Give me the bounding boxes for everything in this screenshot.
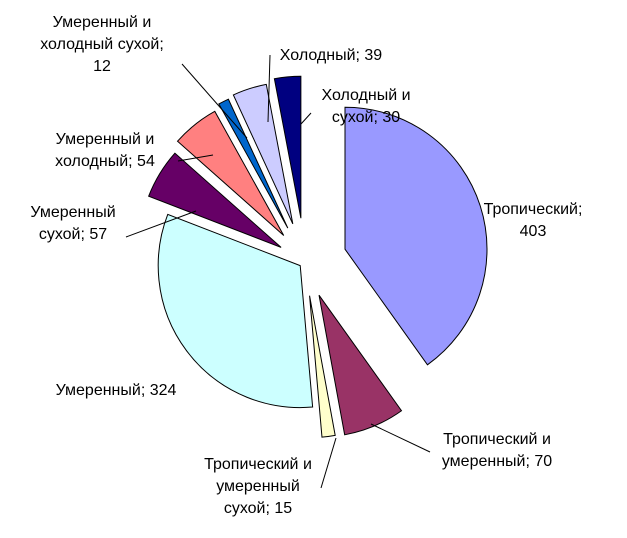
pie-slice-3	[157, 213, 314, 409]
pie-slice-5	[176, 110, 285, 236]
slice-label-4-line-1: сухой; 57	[39, 226, 107, 243]
slice-label-1-line-0: Тропический и	[443, 431, 551, 448]
pie-slice-6	[218, 98, 289, 229]
pie-slice-0	[344, 106, 488, 366]
slice-label-3: Умеренный; 324	[56, 382, 177, 399]
leader-line-7	[267, 54, 271, 123]
slice-label-5-line-1: холодный; 54	[55, 153, 155, 170]
leader-lines-layer	[125, 54, 431, 489]
slice-label-6: Умеренный и холодный сухой; 12	[40, 14, 164, 75]
slice-label-0-line-0: Тропический;	[484, 201, 583, 218]
slice-label-0-line-1: 403	[520, 223, 547, 240]
slice-label-0: Тропический; 403	[484, 201, 583, 240]
slice-label-7: Холодный; 39	[280, 47, 383, 64]
slice-label-1: Тропический и умеренный; 70	[442, 431, 552, 470]
slice-label-6-line-2: 12	[93, 58, 111, 75]
slice-label-5-line-0: Умеренный и	[56, 131, 155, 148]
slice-label-8: Холодный и сухой; 30	[321, 87, 410, 126]
labels-layer: Тропический; 403 Тропический и умеренный; 7…	[30, 14, 582, 517]
slice-label-2-line-0: Тропический и	[204, 456, 312, 473]
slice-label-2-line-1: умеренный	[216, 478, 300, 495]
slice-label-4: Умеренный сухой; 57	[30, 204, 115, 243]
leader-line-8	[300, 112, 312, 125]
slice-label-6-line-0: Умеренный и	[53, 14, 152, 31]
slice-label-5: Умеренный и холодный; 54	[55, 131, 155, 170]
leader-line-1	[370, 423, 431, 453]
slices-layer	[148, 75, 488, 438]
leader-line-4	[125, 210, 197, 238]
slice-label-2-line-2: сухой; 15	[224, 500, 292, 517]
pie-slice-4	[148, 152, 282, 248]
slice-label-8-line-0: Холодный и	[321, 87, 410, 104]
pie-slice-2	[309, 295, 336, 438]
leader-line-6	[181, 63, 248, 139]
slice-label-3-line-0: Умеренный; 324	[56, 382, 177, 399]
slice-label-2: Тропический и умеренный сухой; 15	[204, 456, 312, 517]
pie-slice-8	[273, 75, 302, 219]
leader-line-5	[177, 154, 214, 162]
leader-line-2	[320, 437, 337, 489]
pie-slice-7	[232, 83, 294, 225]
slice-label-1-line-1: умеренный; 70	[442, 453, 552, 470]
slice-label-8-line-1: сухой; 30	[332, 109, 400, 126]
slice-label-4-line-0: Умеренный	[30, 204, 115, 221]
slice-label-6-line-1: холодный сухой;	[40, 36, 164, 53]
slice-label-7-line-0: Холодный; 39	[280, 47, 383, 64]
